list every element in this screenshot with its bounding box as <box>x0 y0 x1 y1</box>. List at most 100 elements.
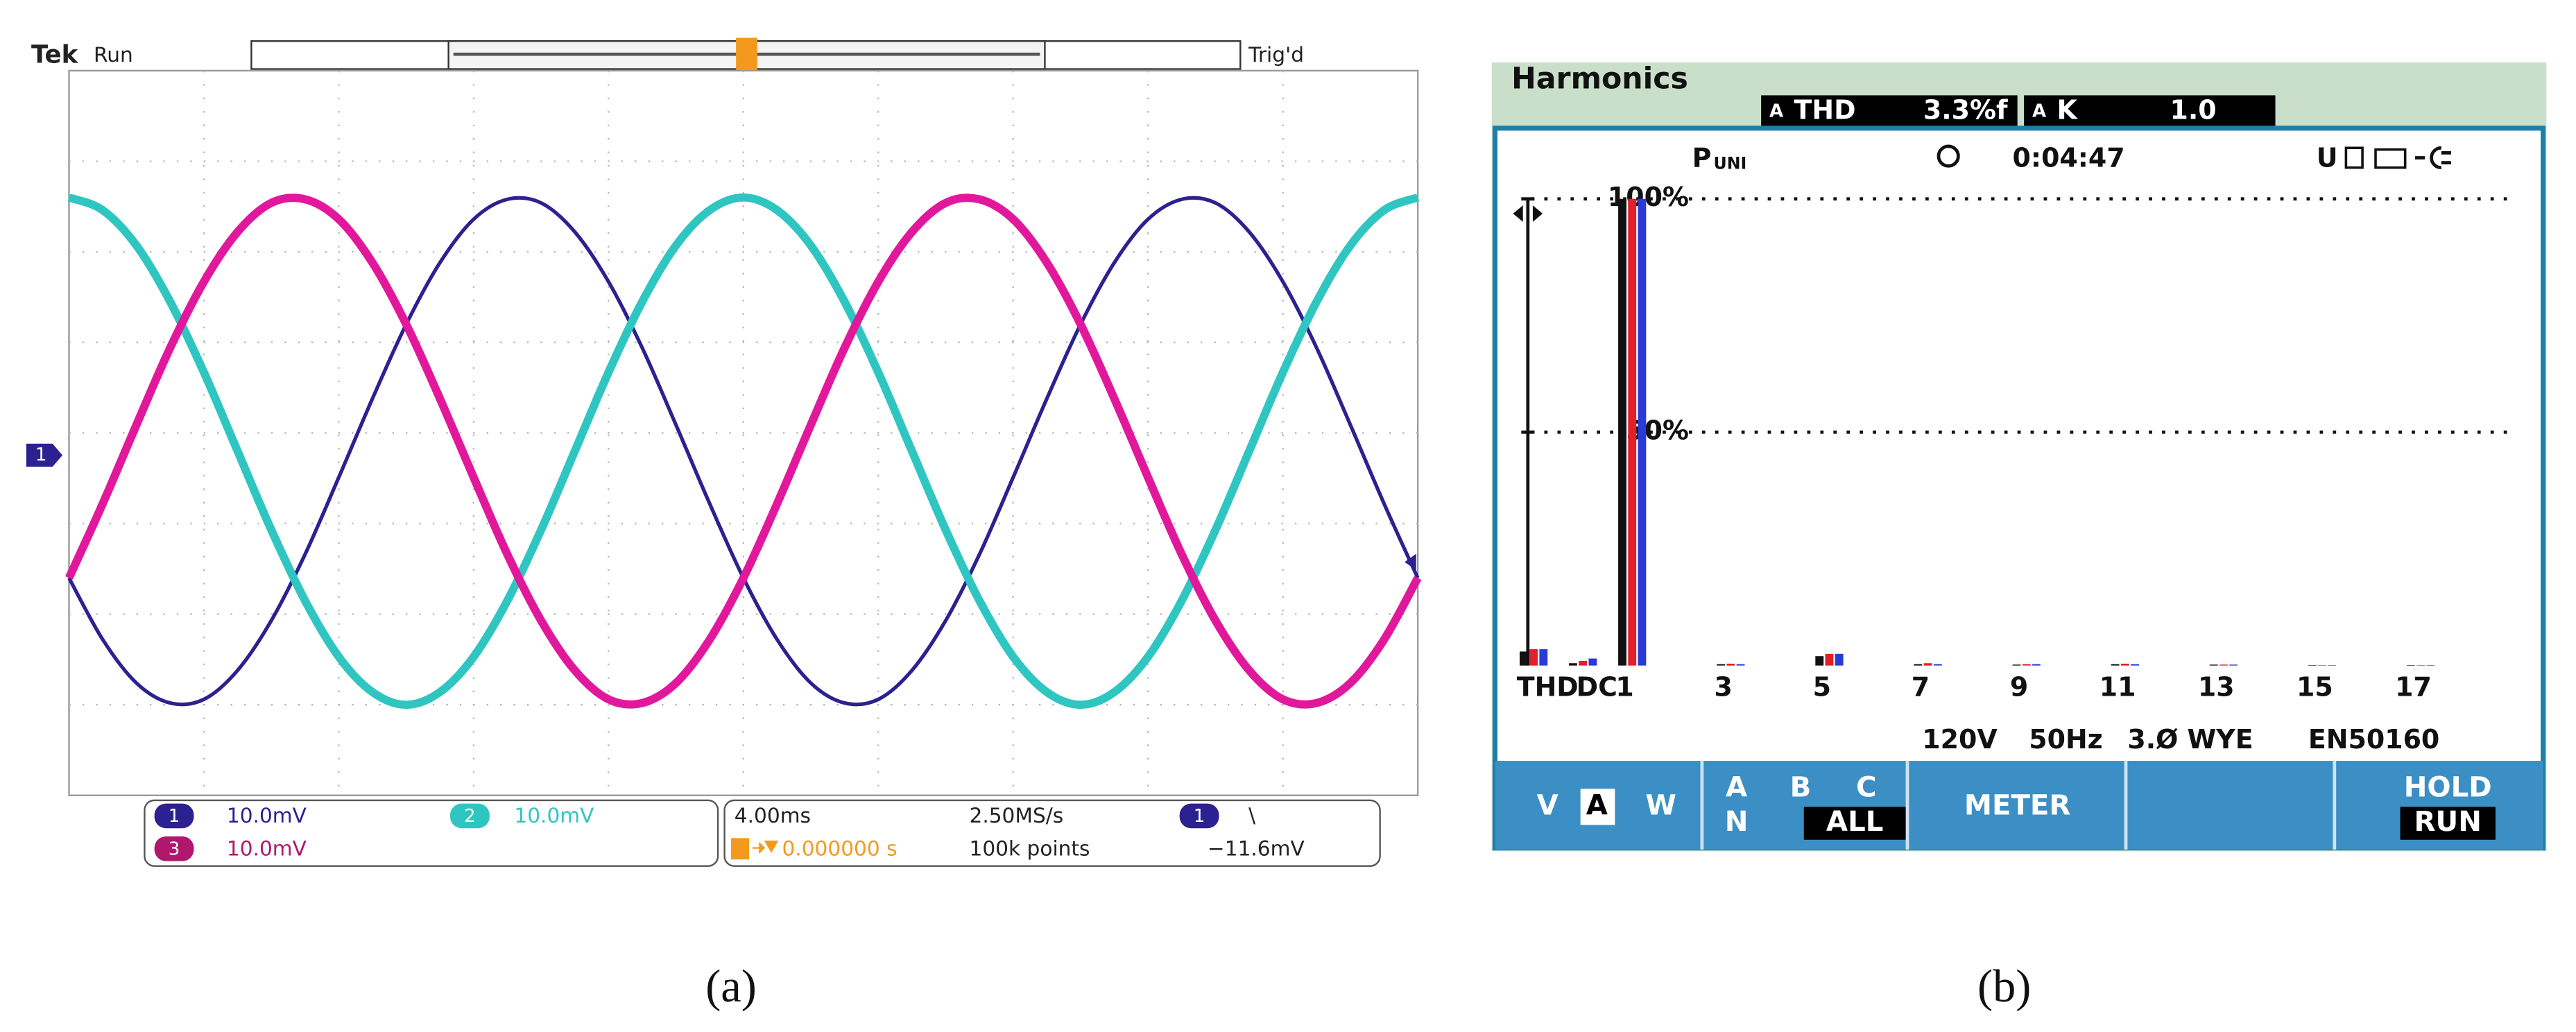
bar <box>1638 198 1647 666</box>
softkey[interactable]: B <box>1790 771 1812 803</box>
softkey[interactable]: V <box>1537 789 1559 821</box>
footer: 3.Ø WYE <box>2127 724 2253 755</box>
badge <box>154 836 194 861</box>
clock-icon <box>1937 144 1960 168</box>
bar <box>2209 664 2218 666</box>
bar <box>1914 664 1923 666</box>
footer: 50Hz <box>2029 724 2102 755</box>
trigger-pos-icon <box>736 37 757 71</box>
x-tick-label: 7 <box>1912 671 1930 702</box>
softkey-bar <box>1495 761 2543 850</box>
brand: Tek <box>31 41 79 69</box>
record-length: 100k points <box>969 836 1090 860</box>
bar <box>2229 664 2238 666</box>
softkey[interactable]: C <box>1856 771 1877 803</box>
channel-scale: 10.0mV <box>227 804 307 827</box>
bar <box>2328 664 2337 666</box>
waveform <box>67 193 1420 710</box>
channel-badge: 3 <box>169 839 180 859</box>
divider <box>1905 761 1909 850</box>
badge <box>450 803 490 829</box>
badge <box>1179 803 1219 829</box>
phase: A <box>1769 101 1784 122</box>
trigger-level-marker <box>1405 553 1416 571</box>
header-value: 1.0 <box>2170 95 2217 126</box>
acq-state: Run <box>94 43 133 67</box>
battery-icon <box>2374 148 2407 169</box>
channel-badge: 1 <box>169 806 180 827</box>
bar <box>1529 649 1538 666</box>
bar <box>2426 664 2435 666</box>
bar <box>2407 664 2415 666</box>
bar <box>1618 198 1626 666</box>
harmonics-analyzer: Harmonics A THD 3.3%f A K 1.0 P UNI 0:04… <box>1491 62 2547 1012</box>
trigger-source: 1 <box>1194 806 1205 827</box>
bar <box>2111 664 2120 666</box>
bar <box>1628 198 1637 666</box>
channel-marker: 1 <box>35 445 47 465</box>
caption: (a) <box>705 961 757 1012</box>
bar <box>1579 660 1588 666</box>
x-tick-label: 15 <box>2296 671 2333 702</box>
title: Harmonics <box>1511 62 1688 96</box>
status: U <box>2317 142 2338 173</box>
bar <box>1815 656 1824 666</box>
divider <box>2124 761 2128 850</box>
bar <box>2120 663 2129 666</box>
bar <box>2032 664 2041 666</box>
softkey[interactable]: RUN <box>2414 806 2482 838</box>
bar <box>1588 658 1597 666</box>
bar <box>1717 664 1726 666</box>
bar <box>2012 664 2021 666</box>
caption: (b) <box>1977 961 2031 1012</box>
softkey[interactable]: W <box>1645 789 1676 821</box>
status-icon <box>2344 146 2364 169</box>
channel-badge: 2 <box>464 806 476 827</box>
plug-icon <box>2414 146 2451 170</box>
channel-box <box>144 799 719 867</box>
x-tick-label: 1 <box>1615 671 1633 702</box>
softkey-select <box>2400 807 2496 840</box>
x-tick-label: 3 <box>1714 671 1732 702</box>
cursor-icon <box>1513 205 1543 222</box>
softkey[interactable]: HOLD <box>2404 771 2492 803</box>
bar <box>1569 663 1577 666</box>
bar <box>2416 664 2425 666</box>
softkey[interactable]: A <box>1586 789 1608 821</box>
timer: 0:04:47 <box>2013 142 2125 173</box>
header-label: THD <box>1794 95 1856 126</box>
channel-scale: 10.0mV <box>514 804 594 827</box>
screen <box>1492 126 2546 851</box>
bar <box>1726 663 1735 666</box>
y-tick-label: 50% <box>1626 415 1689 446</box>
header-label: K <box>2057 95 2079 126</box>
softkey[interactable]: N <box>1725 806 1749 838</box>
softkey[interactable]: METER <box>1964 789 2071 821</box>
x-tick-label: 9 <box>2010 671 2028 702</box>
softkey-select <box>1580 789 1615 825</box>
softkey[interactable]: ALL <box>1826 806 1883 838</box>
x-tick-label: 5 <box>1813 671 1831 702</box>
bar <box>1519 651 1528 666</box>
softkey[interactable]: A <box>1726 771 1747 803</box>
divider <box>2333 761 2337 850</box>
waveform <box>65 194 1422 709</box>
oscilloscope: Tek Run Trig'd T 1 1 10.0mV 2 10.0mV 3 1… <box>26 37 1422 1012</box>
trigger-slope: \ <box>1248 804 1255 827</box>
x-tick-label: 11 <box>2100 671 2136 702</box>
bar <box>1539 649 1548 666</box>
x-tick-label: THD <box>1517 671 1579 702</box>
measure-sub: UNI <box>1713 153 1746 173</box>
channel-marker-bg <box>26 443 63 467</box>
bar <box>1736 664 1745 666</box>
bar <box>1825 653 1834 666</box>
header-box <box>2024 95 2276 128</box>
timebase: 4.00ms <box>735 804 811 827</box>
bar <box>2318 664 2326 666</box>
footer: EN50160 <box>2308 724 2439 755</box>
measure: P <box>1692 142 1712 173</box>
sample-rate: 2.50MS/s <box>969 804 1063 827</box>
